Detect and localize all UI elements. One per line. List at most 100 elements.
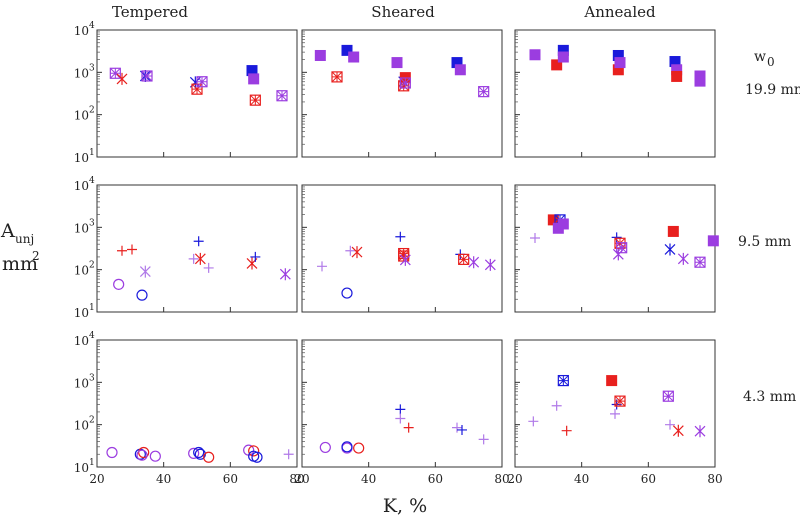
row-label-9-5: 9.5 mm xyxy=(738,234,791,250)
data-point-plus-red xyxy=(127,244,137,255)
y-tick-exponent: 2 xyxy=(89,416,95,426)
x-tick-label: 60 xyxy=(428,472,443,486)
data-point-star-purple xyxy=(694,425,706,438)
x-tick-label: 40 xyxy=(361,472,376,486)
panel-frame xyxy=(301,339,503,468)
data-point-circ-red xyxy=(353,442,365,454)
data-point-circ-blue xyxy=(341,441,353,453)
y-tick-exponent: 3 xyxy=(89,373,95,383)
y-tick-label: 10 xyxy=(74,419,89,433)
panel-frame xyxy=(514,184,716,313)
data-point-plus-blue xyxy=(193,236,204,247)
y-tick-label: 10 xyxy=(74,151,89,165)
data-point-plus-purple_light xyxy=(610,408,620,419)
data-point-sq-purple xyxy=(314,49,326,61)
data-point-sq-purple xyxy=(348,51,360,63)
column-title-tempered: Tempered xyxy=(112,3,188,21)
panel-annealed-4-3mm: 20 40 60 80 xyxy=(507,339,723,486)
y-tick-label: 10 xyxy=(74,66,89,80)
data-point-plus-purple_light xyxy=(530,232,540,243)
column-titles: Tempered Sheared Annealed xyxy=(112,3,656,21)
y-tick-exponent: 2 xyxy=(89,261,95,271)
data-point-circ-blue xyxy=(251,451,263,463)
data-point-boxx-blue xyxy=(557,374,569,387)
data-point-circ-purple xyxy=(113,278,125,290)
data-point-circ-blue xyxy=(341,287,353,299)
data-point-star-red xyxy=(116,72,128,85)
panel-frame xyxy=(514,29,716,158)
data-point-star-purple xyxy=(677,252,689,265)
data-point-plus-purple_light xyxy=(528,416,539,427)
panel-sheared-4-3mm: 20 40 60 80 xyxy=(294,339,510,486)
data-point-plus-purple_light xyxy=(283,449,294,460)
data-point-plus-purple_light xyxy=(551,400,562,411)
data-point-sq-purple xyxy=(707,235,719,247)
data-point-star-purple xyxy=(468,256,480,269)
data-point-plus-purple_light xyxy=(665,419,675,430)
data-point-star-red xyxy=(672,424,684,437)
data-point-sq-red xyxy=(551,59,563,71)
data-point-star-red xyxy=(351,246,363,259)
y-tick-label: 10 xyxy=(74,221,89,235)
data-point-boxx-purple xyxy=(694,256,706,268)
data-point-boxx-purple xyxy=(662,390,674,402)
data-point-circ-purple xyxy=(106,446,118,459)
x-tick-label: 80 xyxy=(289,472,304,486)
data-point-circ-red xyxy=(248,445,260,457)
x-tick-label: 60 xyxy=(641,472,656,486)
data-point-star-red xyxy=(194,252,206,265)
column-title-sheared: Sheared xyxy=(371,3,435,21)
x-tick-label: 40 xyxy=(574,472,589,486)
panels: 10 110 210 310 410 110 210 310 410 110 210 310 420 40… xyxy=(74,21,723,486)
y-label-main: A xyxy=(0,220,15,242)
panel-frame xyxy=(301,29,503,158)
w0-sub: 0 xyxy=(767,55,775,69)
y-label-unit: mm xyxy=(2,253,38,275)
data-point-boxx-purple xyxy=(109,67,121,79)
y-tick-label: 10 xyxy=(74,334,89,348)
panel-frame xyxy=(96,184,298,313)
data-point-sq-red xyxy=(667,225,679,237)
y-tick-label: 10 xyxy=(74,109,89,123)
data-point-plus-blue xyxy=(395,404,406,415)
y-tick-exponent: 2 xyxy=(89,106,95,116)
data-point-boxx-purple xyxy=(141,70,153,82)
x-tick-label: 60 xyxy=(223,472,238,486)
y-label-unit-sup: 2 xyxy=(32,249,40,263)
x-tick-label: 20 xyxy=(89,472,104,486)
x-tick-label: 80 xyxy=(707,472,722,486)
data-point-plus-red xyxy=(117,245,127,256)
data-point-plus-purple_light xyxy=(203,262,214,273)
y-tick-exponent: 1 xyxy=(89,148,95,158)
x-tick-label: 20 xyxy=(294,472,309,486)
data-point-plus-blue xyxy=(457,424,467,435)
panel-sheared-19-9mm xyxy=(301,29,503,158)
data-point-plus-purple_light xyxy=(317,261,327,272)
data-point-boxx-purple xyxy=(478,86,490,98)
panel-frame xyxy=(96,29,298,158)
data-point-star-purple_light xyxy=(139,265,151,278)
data-point-boxx-purple xyxy=(616,242,628,254)
data-point-plus-purple_light xyxy=(478,434,489,445)
data-point-plus-purple_light xyxy=(345,245,356,256)
data-point-sq-purple xyxy=(557,51,569,63)
data-point-plus-blue xyxy=(611,232,622,243)
data-point-sq-red xyxy=(671,70,683,82)
data-point-sq-purple xyxy=(529,49,541,61)
panel-frame xyxy=(301,184,503,313)
y-tick-exponent: 4 xyxy=(89,21,95,31)
data-point-sq-purple xyxy=(248,73,260,85)
w0-label: w 0 xyxy=(754,49,775,69)
data-point-plus-purple_light xyxy=(452,422,462,433)
y-tick-label: 10 xyxy=(74,306,89,320)
y-tick-label: 10 xyxy=(74,264,89,278)
data-point-circ-blue xyxy=(136,289,148,301)
y-tick-exponent: 1 xyxy=(89,458,95,468)
y-tick-exponent: 3 xyxy=(89,218,95,228)
data-point-boxx-purple xyxy=(276,90,288,102)
data-point-boxx-purple xyxy=(196,76,208,88)
